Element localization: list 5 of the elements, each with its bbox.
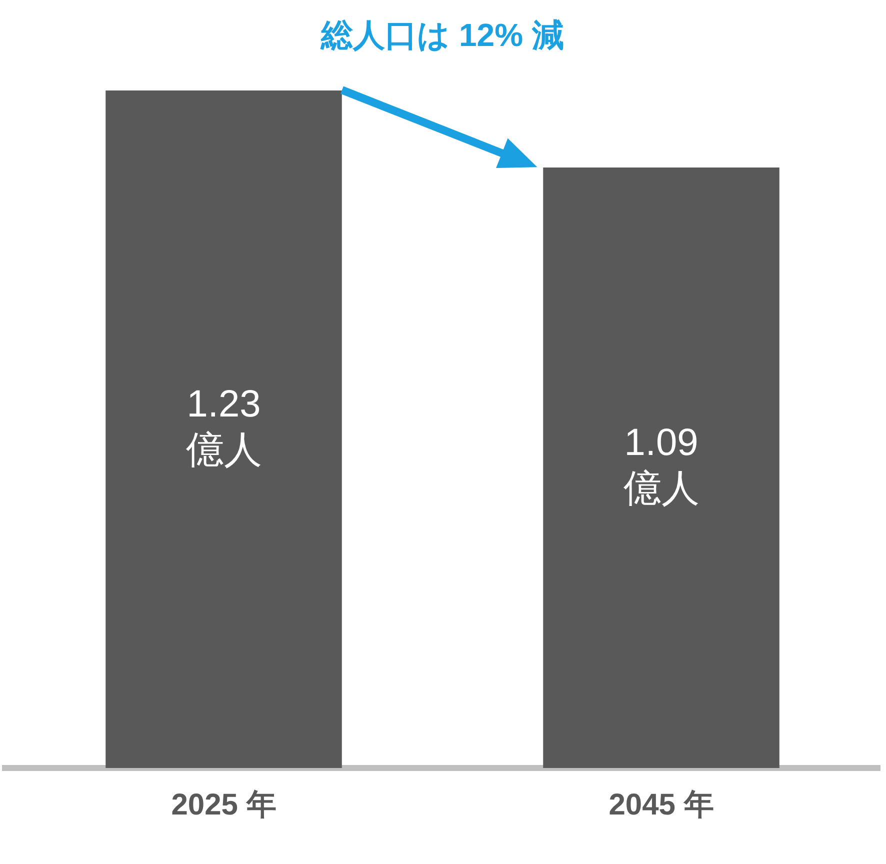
data-label: 1.23 億人 [186,384,262,472]
chart-title: 総人口は 12% 減 [320,17,564,54]
data-label: 1.09 億人 [623,422,700,510]
x-tick-label: 2025 年 [171,788,276,822]
x-tick-label: 2045 年 [608,788,714,822]
